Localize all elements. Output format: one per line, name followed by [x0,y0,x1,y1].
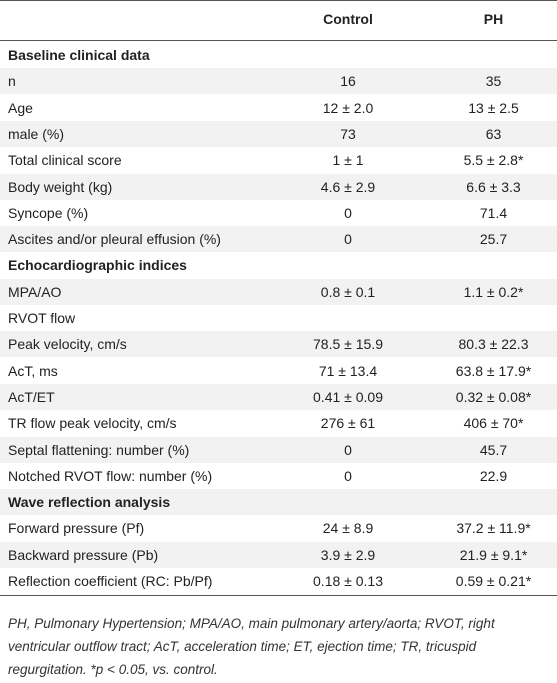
table-row: n 16 35 [0,68,557,95]
row-label: TR flow peak velocity, cm/s [8,415,177,432]
control-value: 12 ± 2.0 [322,99,374,116]
ph-value: 1.1 ± 0.2* [463,283,524,300]
row-label: Septal flattening: number (%) [8,441,190,458]
ph-value: 80.3 ± 22.3 [458,336,529,353]
control-value: 0.8 ± 0.1 [320,283,376,300]
control-value: 78.5 ± 15.9 [313,336,383,353]
control-value: 73 [340,125,356,142]
row-label: Reflection coefficient (RC: Pb/Pf) [8,573,213,589]
table-row: RVOT flow [0,305,557,331]
row-label: Backward pressure (Pb) [8,546,159,563]
row-label: Age [8,99,33,116]
table-row: Body weight (kg) 4.6 ± 2.9 6.6 ± 3.3 [0,173,557,200]
table-row: Reflection coefficient (RC: Pb/Pf) 0.18 ±… [0,568,557,594]
control-value: 0 [344,441,352,458]
row-label: AcT, ms [8,362,58,379]
section-title: Baseline clinical data [8,47,150,63]
ph-value: 13 ± 2.5 [468,99,519,116]
table-row: Forward pressure (Pf) 24 ± 8.9 37.2 ± 11.9… [0,515,557,541]
ph-value: 0.59 ± 0.21* [455,573,532,589]
table-row: Total clinical score 1 ± 1 5.5 ± 2.8* [0,147,557,173]
control-value: 0 [344,467,352,484]
ph-value: 37.2 ± 11.9* [456,520,531,537]
row-label: male (%) [8,125,65,142]
ph-value: 6.6 ± 3.3 [466,178,521,195]
control-value: 0 [344,231,352,248]
table-row: Septal flattening: number (%) 0 45.7 [0,436,557,463]
ph-value: 21.9 ± 9.1* [459,546,528,563]
control-value: 0 [344,204,352,221]
control-value: 276 ± 61 [320,415,376,432]
column-header: PH [483,11,504,27]
control-value: 24 ± 8.9 [322,520,374,537]
control-value: 71 ± 13.4 [318,362,378,379]
control-value: 1 ± 1 [332,152,364,169]
header-row: Control PH [0,6,557,32]
row-label: Syncope (%) [8,204,89,221]
section-title: Wave reflection analysis [8,494,171,511]
table-row: Peak velocity, cm/s 78.5 ± 15.9 80.3 ± 22.… [0,331,557,358]
table-row: MPA/AO 0.8 ± 0.1 1.1 ± 0.2* [0,278,557,305]
table-row: Notched RVOT flow: number (%) 0 22.9 [0,463,557,489]
row-label: Peak velocity, cm/s [8,336,127,353]
table-row: Backward pressure (Pb) 3.9 ± 2.9 21.9 ± 9.… [0,541,557,568]
ph-value: 406 ± 70* [463,415,524,432]
top-rule [0,0,557,1]
table-row: Ascites and/or pleural effusion (%) 0 25.7 [0,226,557,253]
ph-value: 22.9 [479,467,508,484]
row-label: MPA/AO [8,283,62,300]
table-row: Age 12 ± 2.0 13 ± 2.5 [0,95,557,121]
table-row: male (%) 73 63 [0,120,557,147]
ph-value: 5.5 ± 2.8* [463,152,524,169]
ph-value: 63.8 ± 17.9* [455,362,532,379]
table-row: TR flow peak velocity, cm/s 276 ± 61 406 ±… [0,410,557,436]
section-row: Baseline clinical data [0,42,557,68]
section-row: Wave reflection analysis [0,489,557,516]
row-label: RVOT flow [8,310,76,326]
control-value: 4.6 ± 2.9 [320,178,376,195]
row-label: Forward pressure (Pf) [8,520,145,537]
column-header: Control [323,11,373,27]
table-row: AcT, ms 71 ± 13.4 63.8 ± 17.9* [0,358,557,384]
section-row: Echocardiographic indices [0,252,557,278]
row-label: Total clinical score [8,152,122,169]
row-label: n [8,73,16,90]
control-value: 16 [340,73,356,90]
row-label: AcT/ET [8,388,55,405]
control-value: 3.9 ± 2.9 [320,546,376,563]
ph-value: 63 [485,125,502,142]
ph-value: 25.7 [479,231,508,248]
table-row: Syncope (%) 0 71.4 [0,200,557,226]
row-label: Body weight (kg) [8,178,113,195]
ph-value: 0.32 ± 0.08* [455,388,532,405]
row-label: Notched RVOT flow: number (%) [8,467,213,484]
section-title: Echocardiographic indices [8,257,187,274]
bottom-rule [0,595,557,597]
header-rule [0,40,557,41]
row-label: Ascites and/or pleural effusion (%) [8,231,221,248]
footnote: PH, Pulmonary Hypertension; MPA/AO, main… [8,616,495,677]
ph-value: 45.7 [479,441,508,458]
table-row: AcT/ET 0.41 ± 0.09 0.32 ± 0.08* [0,383,557,410]
control-value: 0.41 ± 0.09 [313,388,383,405]
control-value: 0.18 ± 0.13 [313,573,383,589]
ph-value: 71.4 [479,204,508,221]
ph-value: 35 [485,73,502,90]
